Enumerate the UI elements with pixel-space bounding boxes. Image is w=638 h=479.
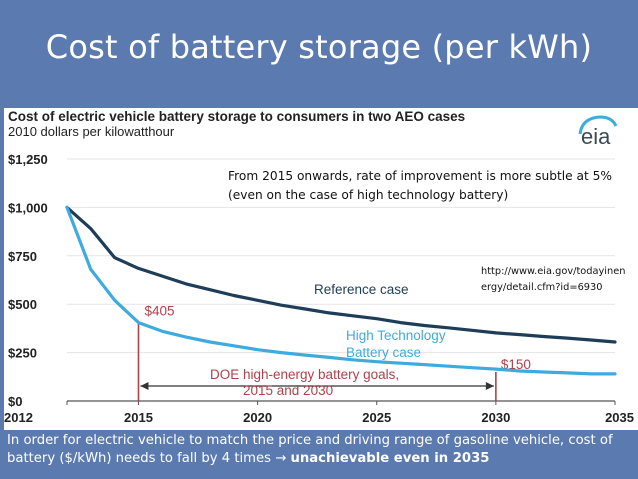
tick-layer: $0 $250 $500 $750 $1,000 $1,250 2012 2015 2020 20…: [4, 152, 634, 425]
chart-subtitle: 2010 dollars per kilowatthour: [8, 124, 175, 139]
goal-value-label-2030: $150: [501, 357, 531, 372]
chart-title: Cost of electric vehicle battery storage…: [8, 109, 466, 124]
bottom-summary: In order for electric vehicle to match t…: [7, 432, 635, 468]
arrow-icon: →: [275, 451, 287, 466]
label-layer: Reference case High Technology Battery c…: [210, 282, 446, 398]
x-tick-label: 2035: [605, 410, 634, 425]
eia-logo: eia: [578, 115, 618, 149]
y-tick-label: $500: [8, 297, 37, 312]
eia-logo-arc: [578, 115, 618, 135]
high-tech-label-line2: Battery case: [346, 345, 421, 360]
chart-panel: [4, 108, 638, 430]
source-url[interactable]: http://www.eia.gov/todayinenergy/detail.…: [481, 266, 626, 293]
high-tech-label-line1: High Technology: [346, 328, 446, 343]
goal-layer: $405 $150: [137, 304, 531, 401]
improvement-note: From 2015 onwards, rate of improvement i…: [228, 169, 612, 202]
y-tick-label: $750: [8, 249, 37, 264]
goal-arrow-left-head: [140, 382, 149, 390]
high-tech-line: [65, 205, 617, 376]
goal-value-label-2015: $405: [144, 304, 174, 319]
y-tick-label: $1,000: [8, 200, 48, 215]
eia-logo-text: eia: [581, 124, 611, 149]
reference-case-line: [65, 205, 617, 344]
x-tick-label: 2020: [243, 410, 272, 425]
y-tick-label: $250: [8, 346, 37, 361]
bottom-text-bold: unachievable even in 2035: [290, 451, 490, 466]
reference-case-label: Reference case: [314, 282, 409, 297]
bottom-text-main: In order for electric vehicle to match t…: [7, 433, 613, 466]
grid-layer: [67, 158, 615, 402]
series-layer: [65, 205, 617, 376]
x-tick-label: 2012: [4, 410, 33, 425]
goal-label-line2: 2015 and 2030: [243, 383, 333, 398]
x-tick-label: 2015: [124, 410, 153, 425]
x-tick-label: 2030: [481, 410, 510, 425]
x-tick-label: 2025: [362, 410, 391, 425]
y-tick-label: $1,250: [8, 152, 48, 167]
y-tick-label: $0: [8, 394, 22, 409]
slide-title: Cost of battery storage (per kWh): [45, 28, 593, 66]
goal-label-line1: DOE high-energy battery goals,: [210, 367, 399, 382]
goal-arrow-right-head: [485, 382, 494, 390]
